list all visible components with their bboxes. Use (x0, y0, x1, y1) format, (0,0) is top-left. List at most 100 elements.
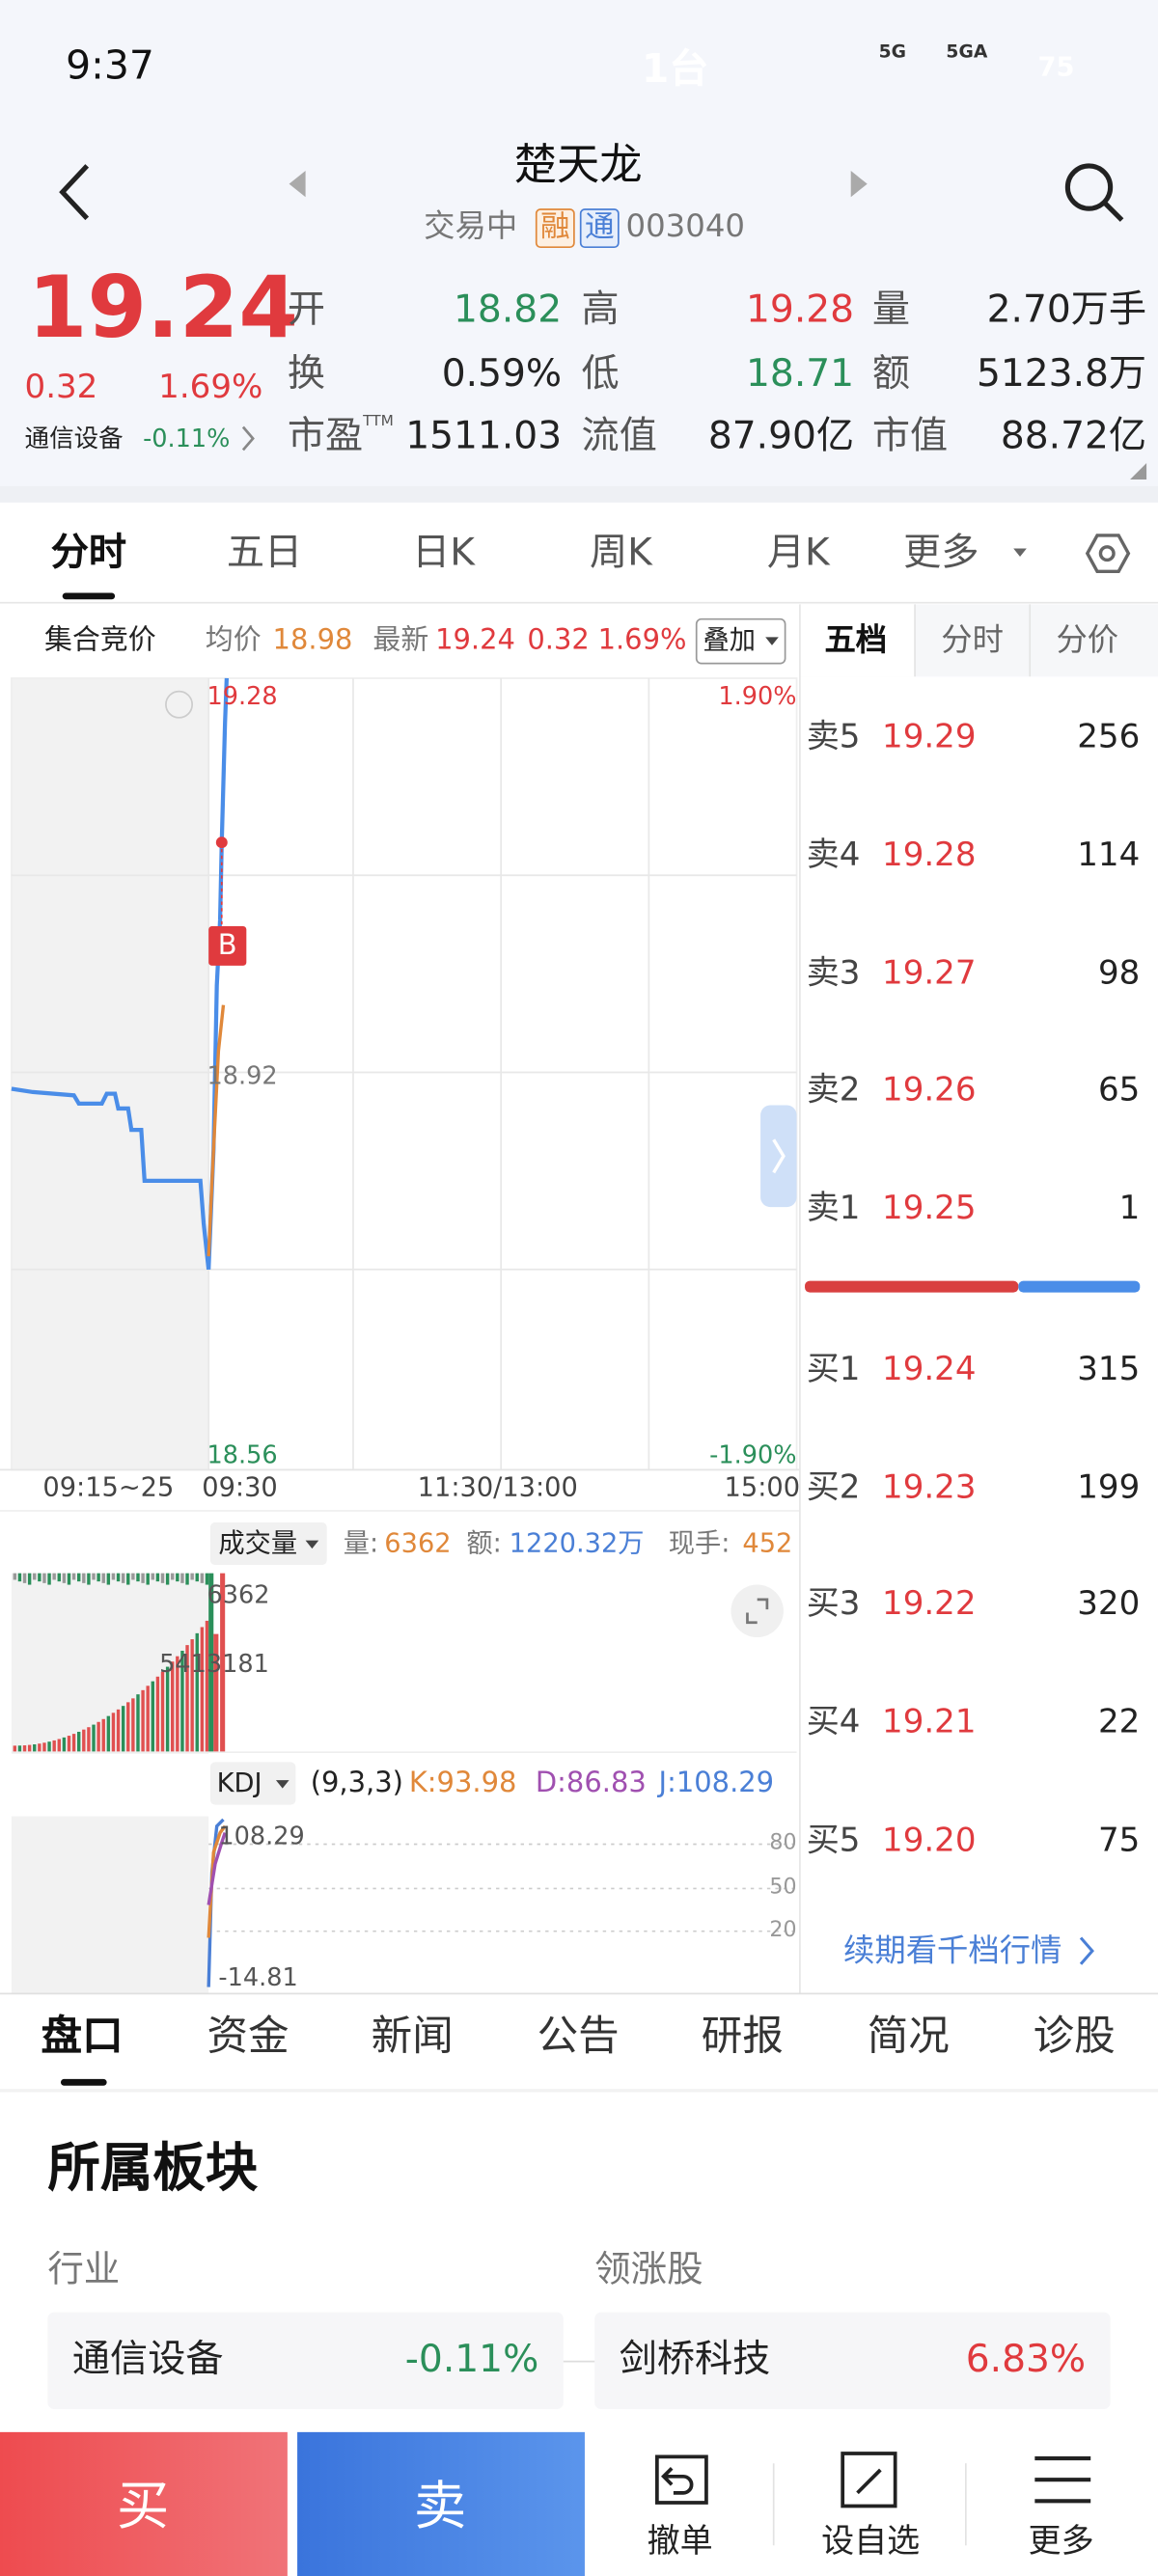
volume-title[interactable]: 成交量 (218, 1527, 298, 1559)
quote-value: 18.82 (454, 288, 563, 333)
kdj-axis: -14.81 (218, 1962, 298, 1992)
order-qty: 320 (1077, 1582, 1141, 1623)
kdj-button (209, 1762, 296, 1805)
quote-label: 市盈 (287, 415, 364, 459)
last-value: 19.24 (435, 623, 515, 657)
info-tab[interactable]: 研报 (701, 2012, 784, 2060)
kdj-title[interactable]: KDJ (216, 1768, 262, 1799)
info-tab[interactable]: 盘口 (41, 2012, 124, 2060)
volume-bar-deco (160, 1671, 165, 1753)
volume-tick-deco (42, 1573, 46, 1583)
info-tab[interactable]: 公告 (537, 2012, 620, 2060)
info-tab[interactable]: 资金 (207, 2012, 290, 2060)
chart-tab[interactable]: 五日 (226, 532, 303, 576)
volume-bar-deco (87, 1727, 91, 1753)
volume-bar-deco (200, 1627, 205, 1753)
more-icon (1034, 2456, 1091, 2504)
cancel-label[interactable]: 撤单 (647, 2520, 713, 2561)
quote-label-sup: TTM (363, 413, 394, 430)
section-gap (0, 2089, 1158, 2093)
quote-value: 5123.8万 (976, 353, 1147, 397)
volume-bar-deco (116, 1709, 121, 1753)
volume-bar-deco (57, 1739, 61, 1753)
volume-bar-deco (71, 1734, 76, 1753)
volume-tick-deco (121, 1573, 125, 1583)
overlay-label[interactable]: 叠加 (703, 624, 757, 656)
kdj-area (11, 1816, 209, 1994)
leader-pct: 6.83% (965, 2339, 1087, 2382)
status-time: 9:37 (66, 41, 154, 89)
volume-tick-deco (33, 1573, 37, 1580)
order-price: 19.26 (882, 1069, 977, 1109)
volume-bar-deco (96, 1721, 100, 1753)
kdj-k: K:93.98 (408, 1767, 517, 1800)
last-label: 最新 (372, 623, 429, 657)
order-price: 19.27 (882, 952, 977, 993)
y-label: 18.56 (207, 1439, 278, 1470)
info-tab[interactable]: 新闻 (371, 2012, 454, 2060)
sector-name: 通信设备 (24, 424, 124, 453)
watch-icon (841, 2452, 897, 2508)
chart-tab[interactable]: 更多 (903, 532, 979, 576)
kdj-params: (9,3,3) (310, 1767, 403, 1800)
more-label[interactable]: 更多 (1028, 2520, 1094, 2561)
info-tab[interactable]: 诊股 (1033, 2012, 1116, 2060)
search-button[interactable] (1060, 156, 1128, 229)
order-qty: 22 (1097, 1701, 1141, 1741)
sector-card (47, 2312, 564, 2410)
amt-label: 额: (466, 1527, 502, 1559)
leader-label: 领涨股 (594, 2249, 703, 2291)
volume-bar-deco (220, 1573, 226, 1753)
volume-tick-deco (57, 1573, 61, 1582)
battery-level: 75 (1037, 51, 1075, 83)
info-tab[interactable]: 简况 (867, 2012, 950, 2060)
buy-label[interactable]: 买 (116, 2474, 170, 2537)
quote-label: 开 (287, 288, 326, 333)
order-qty: 114 (1077, 834, 1141, 874)
volume-bar-deco (67, 1736, 71, 1753)
order-qty: 1 (1118, 1187, 1141, 1227)
volume-tick-deco (111, 1573, 116, 1580)
volume-bar-deco (208, 1573, 214, 1753)
volume-tick-deco (155, 1573, 160, 1582)
vol-axis: 5413181 (159, 1648, 269, 1679)
prev-arrow (289, 171, 306, 198)
dropdown-arrow (305, 1540, 319, 1549)
chart-tab[interactable]: 分时 (50, 532, 127, 576)
depth-link[interactable]: 续期看千档行情 (843, 1932, 1062, 1969)
quote-label: 低 (581, 353, 620, 397)
quote-label: 额 (871, 353, 910, 397)
volume-bar-deco (131, 1698, 135, 1753)
volume-tick-deco (151, 1573, 155, 1580)
order-qty: 256 (1077, 716, 1141, 755)
watch-label[interactable]: 设自选 (821, 2520, 921, 2561)
marker-box (208, 926, 247, 966)
chart-tab[interactable]: 日K (412, 532, 475, 576)
avg-value: 18.98 (272, 623, 353, 657)
dropdown-arrow (1013, 548, 1027, 558)
order-price: 19.22 (882, 1582, 977, 1623)
volume-bar-deco (155, 1676, 160, 1753)
stock-code: 003040 (625, 207, 745, 244)
volume-tick-deco (47, 1573, 51, 1585)
settings-dot (1098, 545, 1116, 562)
volume-bar-deco (205, 1620, 209, 1753)
order-tab[interactable]: 五档 (824, 621, 888, 658)
industry-name[interactable]: 通信设备 (71, 2339, 224, 2382)
volume-bar-deco (171, 1661, 175, 1753)
tab-underline (62, 592, 116, 600)
leader-name[interactable]: 剑桥科技 (619, 2339, 771, 2382)
quote-value: 1511.03 (405, 415, 563, 459)
sell-label[interactable]: 卖 (413, 2474, 467, 2537)
order-price: 19.21 (882, 1701, 977, 1741)
buy-button (0, 2431, 288, 2576)
chart-tab[interactable]: 月K (766, 532, 830, 576)
network-label: 5GA (946, 41, 988, 64)
back-button[interactable] (41, 156, 107, 229)
order-tab[interactable]: 分价 (1056, 621, 1119, 658)
chart-tab[interactable]: 周K (589, 532, 652, 576)
chevron (1079, 1936, 1094, 1965)
search-handle (1103, 202, 1124, 222)
order-tab[interactable]: 分时 (941, 621, 1005, 658)
